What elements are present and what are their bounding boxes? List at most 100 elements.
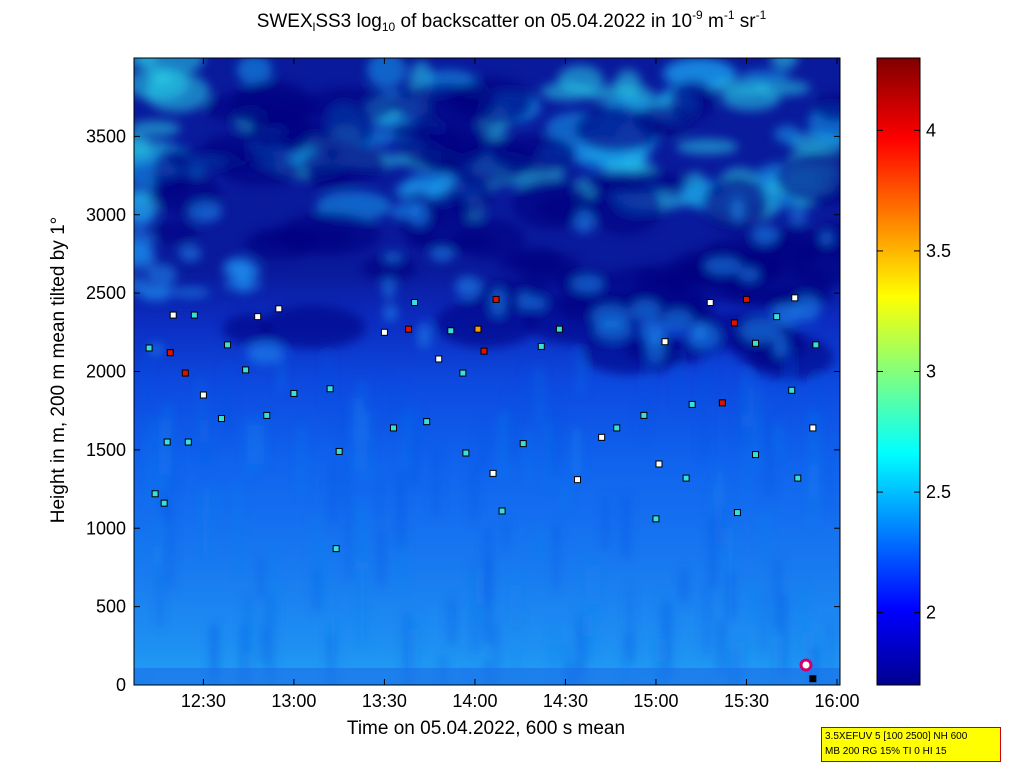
- texture-streak: [738, 391, 745, 447]
- texture-streak: [663, 602, 671, 684]
- texture-blob-upper: [709, 78, 771, 95]
- texture-blob-mid: [188, 200, 222, 223]
- texture-streak: [701, 377, 707, 460]
- texture-blob-mid: [134, 229, 154, 253]
- texture-streak: [223, 365, 231, 439]
- heatmap-texture: [134, 58, 840, 731]
- cloud-base-marker: [661, 338, 669, 346]
- colorbar-tick-label: 3.5: [926, 241, 951, 261]
- texture-blob-dark: [361, 255, 417, 282]
- cloud-base-marker: [224, 341, 232, 349]
- texture-streak: [573, 430, 578, 476]
- texture-blob-mid: [740, 318, 780, 344]
- cloud-base-marker: [812, 341, 820, 349]
- texture-streak: [160, 419, 166, 494]
- texture-streak: [343, 458, 349, 507]
- chart-title: SWEXlSS3 log10 of backscatter on 05.04.2…: [256, 8, 767, 34]
- texture-streak: [761, 512, 769, 557]
- colorbar: [876, 57, 921, 686]
- cloud-base-marker: [389, 424, 397, 432]
- cloud-base-marker: [733, 509, 741, 517]
- texture-streak: [242, 686, 248, 731]
- heatmap-ground-band: [134, 668, 840, 685]
- texture-streak: [434, 444, 439, 517]
- texture-streak: [324, 352, 331, 408]
- texture-blob-mid: [172, 287, 210, 298]
- texture-blob-dark: [491, 135, 578, 175]
- texture-streak: [590, 565, 597, 617]
- texture-streak: [828, 621, 832, 685]
- texture-streak: [397, 469, 405, 548]
- texture-streak: [358, 502, 365, 570]
- cloud-base-marker: [459, 369, 467, 377]
- cloud-base-marker: [332, 545, 340, 553]
- texture-streak: [744, 372, 750, 427]
- texture-streak: [271, 543, 276, 628]
- cloud-base-marker: [199, 391, 207, 399]
- texture-blob-mid: [517, 292, 532, 310]
- cloud-base-marker: [519, 440, 527, 448]
- texture-blob-mid: [383, 303, 398, 322]
- y-tick-label: 3000: [86, 205, 126, 225]
- texture-streak: [328, 634, 334, 685]
- texture-streak: [404, 412, 408, 469]
- texture-streak: [778, 384, 783, 416]
- cloud-base-marker: [163, 438, 171, 446]
- texture-streak: [313, 511, 317, 587]
- texture-streak: [550, 399, 558, 474]
- texture-blob-dark: [152, 219, 199, 245]
- texture-streak: [762, 593, 766, 655]
- texture-blob-mid: [788, 210, 808, 224]
- texture-streak: [359, 381, 364, 442]
- texture-streak: [709, 516, 717, 588]
- texture-streak: [481, 424, 487, 471]
- texture-streak: [772, 601, 777, 684]
- cloud-base-marker: [555, 325, 563, 333]
- texture-streak: [148, 417, 154, 507]
- cloud-base-marker: [275, 305, 283, 313]
- cloud-base-marker: [217, 415, 225, 423]
- cloud-base-marker: [752, 451, 760, 459]
- texture-streak: [155, 511, 161, 565]
- y-tick-label: 500: [96, 597, 126, 617]
- x-tick-label: 16:00: [814, 691, 859, 711]
- texture-blob-dark: [222, 314, 272, 345]
- texture-blob-dark: [511, 178, 593, 230]
- texture-streak: [383, 377, 388, 423]
- texture-blob-mid: [178, 245, 202, 262]
- texture-streak: [526, 366, 534, 415]
- x-axis-label: Time on 05.04.2022, 600 s mean: [347, 718, 625, 739]
- cloud-base-marker: [682, 474, 690, 482]
- texture-streak: [827, 455, 831, 515]
- texture-streak: [339, 403, 346, 442]
- texture-blob-mid: [737, 267, 760, 282]
- texture-streak: [748, 583, 755, 620]
- cloud-base-marker: [160, 499, 168, 507]
- cloud-base-marker: [380, 328, 388, 336]
- texture-streak: [314, 567, 320, 611]
- texture-blob-dark: [580, 331, 685, 375]
- texture-streak: [705, 338, 712, 393]
- cloud-base-marker: [151, 490, 159, 498]
- texture-streak: [353, 398, 360, 471]
- texture-streak: [145, 360, 150, 432]
- cloud-base-marker: [480, 347, 488, 355]
- texture-streak: [549, 647, 554, 685]
- texture-streak: [170, 431, 176, 495]
- texture-streak: [645, 338, 650, 414]
- texture-streak: [154, 546, 159, 593]
- texture-streak: [260, 414, 265, 466]
- cloud-base-marker: [498, 507, 506, 515]
- cloud-base-marker: [492, 295, 500, 303]
- texture-streak: [500, 411, 507, 480]
- texture-blob-dark: [405, 231, 495, 252]
- cloud-base-marker: [688, 400, 696, 408]
- texture-blob-mid: [390, 206, 406, 219]
- texture-streak: [577, 613, 582, 680]
- heatmap-plot-area: [134, 58, 840, 731]
- texture-blob-mid: [146, 263, 178, 287]
- texture-blob-mid: [529, 296, 546, 310]
- cloud-base-marker: [145, 344, 153, 352]
- texture-streak: [743, 414, 748, 502]
- cloud-base-marker: [169, 311, 177, 319]
